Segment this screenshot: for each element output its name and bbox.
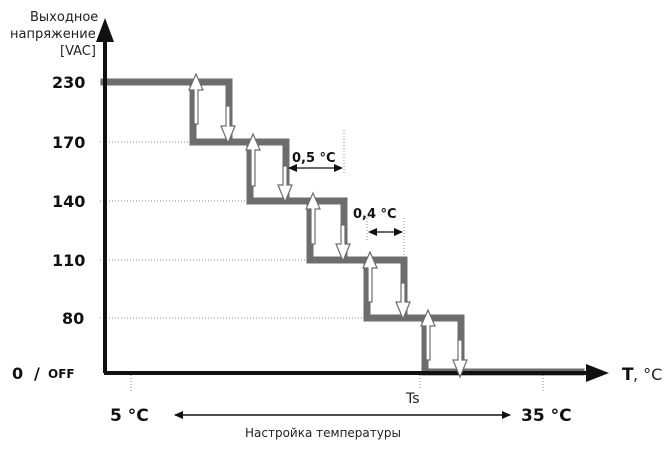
y-level-170: 170 — [52, 133, 85, 152]
down-arrow-5 — [452, 339, 468, 379]
down-arrow-3 — [335, 224, 351, 263]
zero-off-slash: / — [34, 364, 40, 383]
down-arrow-2 — [277, 165, 293, 204]
y-axis-title-line-2: напряжение — [10, 27, 96, 42]
hysteresis-wide-label: 0,5 °C — [292, 151, 336, 166]
x-axis-unit: , °C — [633, 365, 662, 384]
y-level-140: 140 — [52, 192, 85, 211]
axes — [96, 18, 609, 382]
y-axis-title-line-1: Выходное — [30, 10, 98, 25]
up-arrow-4 — [362, 250, 378, 303]
y-level-zero: 0 — [12, 364, 23, 383]
up-arrow-2 — [245, 132, 261, 187]
up-arrow-3 — [305, 191, 321, 245]
hysteresis-narrow-label: 0,4 °C — [353, 207, 397, 222]
y-level-80: 80 — [62, 309, 84, 328]
range-min-label: 5 °C — [110, 406, 149, 426]
level-guides — [100, 81, 544, 392]
y-level-off: OFF — [48, 367, 75, 381]
down-arrow-1 — [220, 105, 236, 145]
curve-rising — [100, 78, 585, 376]
range-caption: Настройка температуры — [245, 426, 401, 440]
y-axis-arrowhead — [96, 18, 114, 42]
x-axis-arrowhead — [586, 364, 609, 382]
switch-arrows — [188, 72, 468, 379]
down-arrow-4 — [395, 282, 411, 321]
x-axis-label: T — [622, 365, 634, 385]
y-level-230: 230 — [52, 73, 85, 92]
y-axis-title-line-3: [VAC] — [60, 44, 96, 59]
y-level-110: 110 — [52, 251, 85, 270]
up-arrow-1 — [188, 72, 204, 125]
ts-label: Ts — [405, 391, 420, 407]
up-arrow-5 — [420, 308, 436, 361]
range-max-label: 35 °C — [521, 406, 572, 426]
